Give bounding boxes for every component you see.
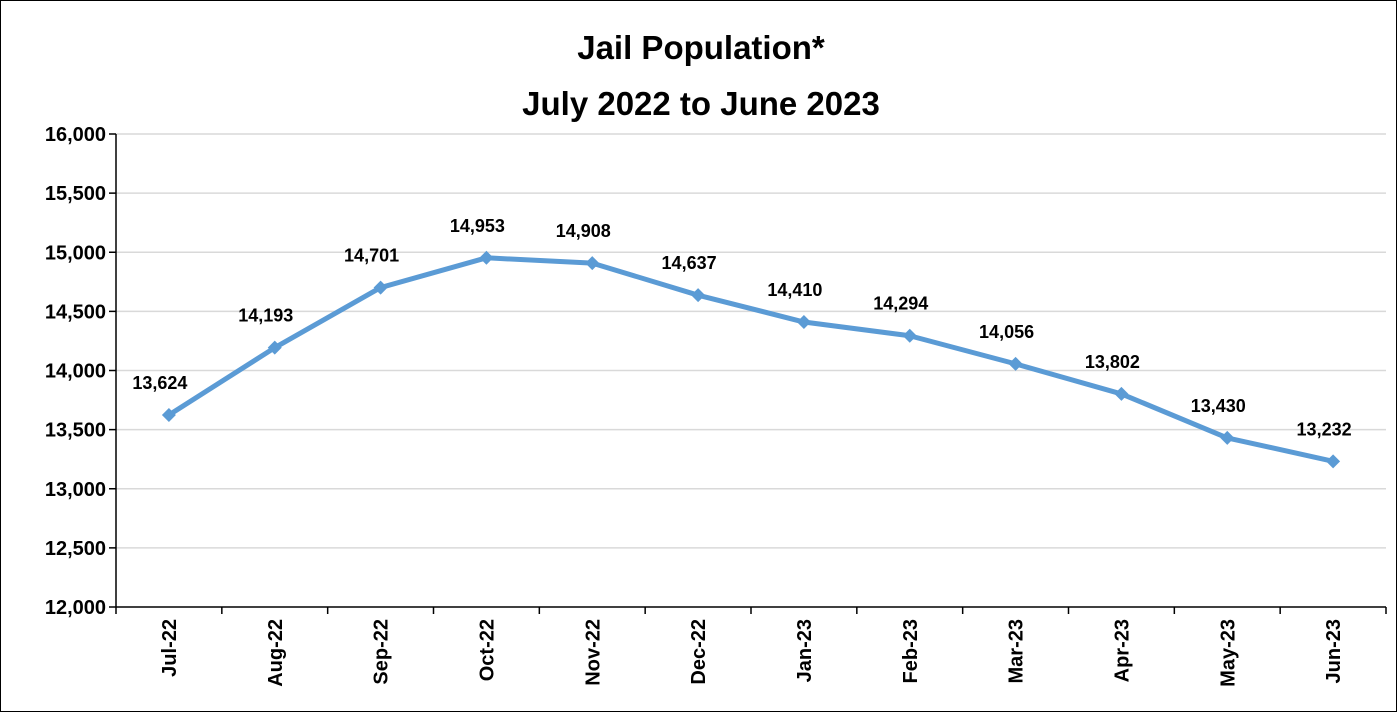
- data-point-marker: [585, 256, 600, 271]
- y-tick-label: 15,000: [45, 242, 106, 264]
- y-tick-label: 15,500: [45, 183, 106, 205]
- y-tick-label: 14,500: [45, 301, 106, 323]
- data-label: 14,294: [873, 294, 928, 314]
- data-label: 14,193: [238, 306, 293, 326]
- chart-title-line-1: Jail Population*: [577, 29, 825, 66]
- data-label: 14,908: [556, 221, 611, 241]
- data-label: 14,701: [344, 246, 399, 266]
- x-tick-label: Jun-23: [1323, 619, 1345, 683]
- data-label: 13,232: [1297, 419, 1352, 439]
- data-point-marker: [1220, 430, 1235, 445]
- data-point-marker: [796, 315, 811, 330]
- data-point-marker: [267, 340, 282, 355]
- x-tick-label: Jul-22: [159, 619, 181, 677]
- data-point-marker: [1114, 386, 1129, 401]
- x-tick-label: Apr-23: [1111, 619, 1133, 682]
- y-tick-label: 13,500: [45, 420, 106, 442]
- x-tick-label: Mar-23: [1006, 619, 1028, 683]
- data-label: 14,410: [767, 280, 822, 300]
- series-line: [161, 250, 1341, 469]
- data-point-marker: [373, 280, 388, 295]
- data-point-marker: [902, 328, 917, 343]
- series-polyline: [167, 255, 1334, 464]
- x-tick-label: May-23: [1217, 619, 1239, 687]
- y-tick-label: 16,000: [45, 124, 106, 146]
- y-tick-label: 13,000: [45, 479, 106, 501]
- chart-title-line-2: July 2022 to June 2023: [522, 85, 880, 122]
- data-label: 14,637: [662, 253, 717, 273]
- axes: 12,000 12,500 13,000 13,500 14,000 14,500 15,0…: [45, 124, 1387, 687]
- data-label: 14,953: [450, 216, 505, 236]
- y-tick-label: 12,000: [45, 597, 106, 619]
- data-label: 14,056: [979, 322, 1034, 342]
- y-tick-label: 14,000: [45, 361, 106, 383]
- data-point-marker: [479, 250, 494, 265]
- x-tick-label: Dec-22: [688, 619, 710, 685]
- data-label: 13,430: [1191, 396, 1246, 416]
- x-tick-label: Aug-22: [265, 619, 287, 687]
- y-tick-label: 12,500: [45, 538, 106, 560]
- x-tick-label: Nov-22: [582, 619, 604, 686]
- gridlines: [116, 133, 1386, 549]
- x-tick-label: Sep-22: [371, 619, 393, 685]
- data-label: 13,624: [132, 373, 187, 393]
- x-tick-label: Jan-23: [794, 619, 816, 682]
- data-point-marker: [691, 288, 706, 303]
- data-label: 13,802: [1085, 352, 1140, 372]
- x-tick-label: Feb-23: [900, 619, 922, 683]
- data-point-marker: [1008, 356, 1023, 371]
- data-labels: 13,624 14,193 14,701 14,953 14,908 14,637 14,4…: [132, 216, 1351, 440]
- data-point-marker: [161, 407, 176, 422]
- x-tick-label: Oct-22: [476, 619, 498, 681]
- data-point-marker: [1326, 454, 1341, 469]
